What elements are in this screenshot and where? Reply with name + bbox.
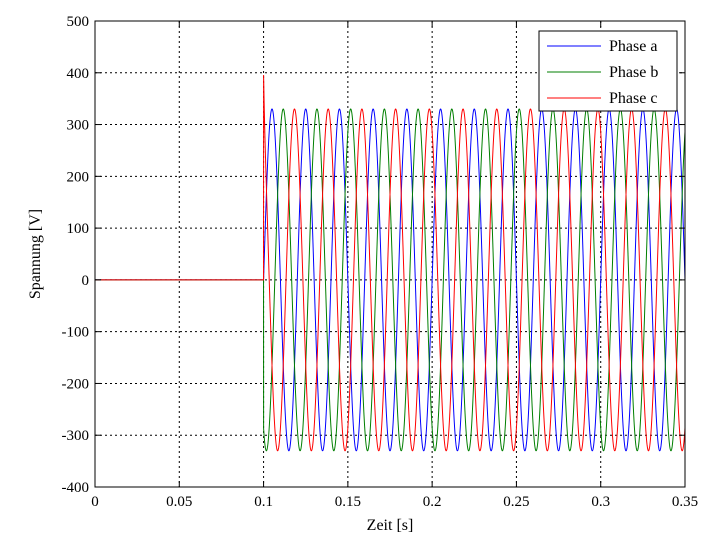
x-tick-label: 0.1	[254, 494, 273, 510]
y-tick-label: 300	[67, 118, 90, 134]
legend-label: Phase b	[609, 64, 658, 81]
series-line-3	[95, 74, 685, 452]
legend: Phase a Phase b Phase c	[538, 30, 678, 112]
y-tick-label: -100	[62, 325, 90, 341]
x-axis-title: Zeit [s]	[367, 517, 414, 534]
y-tick-label: -200	[62, 376, 90, 392]
legend-label: Phase c	[609, 90, 657, 107]
axis-ticks: 0 0.05 0.1 0.15 0.2 0.25 0.3 0.35 -400 -300 -200 -1…	[62, 14, 699, 510]
x-tick-label: 0.3	[591, 494, 610, 510]
plot-frame	[94, 20, 686, 488]
x-tick-label: 0.2	[423, 494, 442, 510]
y-tick-label: 400	[67, 66, 90, 82]
y-tick-label: 0	[82, 273, 90, 289]
x-tick-label: 0.05	[166, 494, 192, 510]
y-tick-label: -400	[62, 480, 90, 496]
y-tick-label: -300	[62, 428, 90, 444]
x-tick-label: 0.25	[503, 494, 529, 510]
y-tick-label: 200	[67, 169, 90, 185]
x-tick-label: 0	[91, 494, 99, 510]
y-axis-title: Spannung [V]	[27, 209, 44, 299]
legend-label: Phase a	[609, 38, 657, 55]
x-tick-label: 0.15	[335, 494, 361, 510]
y-tick-label: 500	[67, 14, 90, 30]
x-tick-label: 0.35	[672, 494, 698, 510]
y-tick-label: 100	[67, 221, 90, 237]
